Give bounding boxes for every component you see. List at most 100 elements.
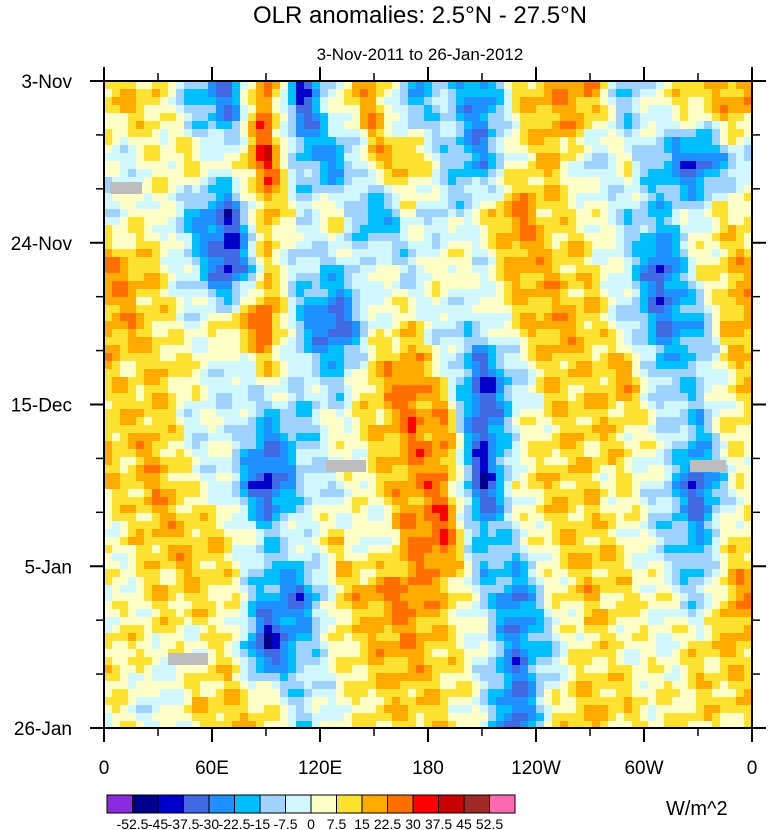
- heatmap-cell: [664, 465, 673, 474]
- heatmap-cell: [160, 257, 169, 266]
- heatmap-cell: [648, 457, 657, 466]
- heatmap-cell: [656, 369, 665, 378]
- heatmap-cell: [168, 545, 177, 554]
- heatmap-cell: [288, 433, 297, 442]
- heatmap-cell: [264, 241, 273, 250]
- heatmap-cell: [600, 353, 609, 362]
- heatmap-cell: [376, 481, 385, 490]
- heatmap-cell: [232, 409, 241, 418]
- heatmap-cell: [248, 457, 257, 466]
- heatmap-cell: [136, 153, 145, 162]
- heatmap-cell: [424, 489, 433, 498]
- heatmap-cell: [408, 217, 417, 226]
- heatmap-cell: [632, 513, 641, 522]
- heatmap-cell: [424, 249, 433, 258]
- heatmap-cell: [344, 321, 353, 330]
- heatmap-cell: [216, 305, 225, 314]
- heatmap-cell: [176, 545, 185, 554]
- heatmap-cell: [368, 345, 377, 354]
- heatmap-cell: [680, 289, 689, 298]
- heatmap-cell: [440, 137, 449, 146]
- heatmap-cell: [192, 249, 201, 258]
- heatmap-cell: [368, 89, 377, 98]
- heatmap-cell: [152, 257, 161, 266]
- heatmap-cell: [552, 473, 561, 482]
- heatmap-cell: [560, 169, 569, 178]
- heatmap-cell: [728, 457, 737, 466]
- heatmap-cell: [528, 513, 537, 522]
- heatmap-cell: [688, 401, 697, 410]
- heatmap-cell: [488, 185, 497, 194]
- heatmap-cell: [456, 297, 465, 306]
- heatmap-cell: [632, 185, 641, 194]
- heatmap-cell: [544, 169, 553, 178]
- heatmap-cell: [560, 281, 569, 290]
- heatmap-cell: [456, 257, 465, 266]
- heatmap-cell: [304, 465, 313, 474]
- heatmap-cell: [168, 153, 177, 162]
- heatmap-cell: [552, 393, 561, 402]
- heatmap-cell: [560, 201, 569, 210]
- heatmap-cell: [488, 505, 497, 514]
- heatmap-cell: [600, 177, 609, 186]
- heatmap-cell: [440, 537, 449, 546]
- heatmap-cell: [224, 265, 233, 274]
- heatmap-cell: [200, 385, 209, 394]
- heatmap-cell: [392, 449, 401, 458]
- heatmap-cell: [152, 105, 161, 114]
- heatmap-cell: [336, 113, 345, 122]
- heatmap-cell: [176, 521, 185, 530]
- heatmap-cell: [104, 521, 113, 530]
- heatmap-cell: [136, 89, 145, 98]
- heatmap-cell: [728, 385, 737, 394]
- heatmap-cell: [728, 217, 737, 226]
- heatmap-cell: [496, 241, 505, 250]
- heatmap-cell: [368, 233, 377, 242]
- heatmap-cell: [144, 193, 153, 202]
- heatmap-cell: [576, 561, 585, 570]
- heatmap-cell: [664, 369, 673, 378]
- heatmap-cell: [744, 481, 753, 490]
- heatmap-cell: [560, 441, 569, 450]
- heatmap-cell: [520, 425, 529, 434]
- heatmap-cell: [352, 177, 361, 186]
- heatmap-cell: [264, 89, 273, 98]
- heatmap-cell: [720, 521, 729, 530]
- heatmap-cell: [328, 145, 337, 154]
- heatmap-cell: [360, 425, 369, 434]
- heatmap-cell: [520, 137, 529, 146]
- heatmap-cell: [264, 473, 273, 482]
- heatmap-cell: [240, 273, 249, 282]
- heatmap-cell: [560, 417, 569, 426]
- heatmap-cell: [592, 297, 601, 306]
- heatmap-cell: [440, 145, 449, 154]
- heatmap-cell: [672, 505, 681, 514]
- heatmap-cell: [600, 305, 609, 314]
- heatmap-cell: [256, 161, 265, 170]
- heatmap-cell: [456, 417, 465, 426]
- heatmap-cell: [680, 313, 689, 322]
- heatmap-cell: [352, 369, 361, 378]
- heatmap-cell: [512, 337, 521, 346]
- heatmap-cell: [648, 121, 657, 130]
- heatmap-cell: [376, 345, 385, 354]
- heatmap-cell: [496, 385, 505, 394]
- heatmap-cell: [480, 481, 489, 490]
- heatmap-cell: [160, 169, 169, 178]
- heatmap-cell: [296, 121, 305, 130]
- heatmap-cell: [224, 505, 233, 514]
- heatmap-cell: [664, 209, 673, 218]
- heatmap-cell: [184, 505, 193, 514]
- heatmap-cell: [664, 385, 673, 394]
- heatmap-cell: [632, 393, 641, 402]
- heatmap-cell: [272, 137, 281, 146]
- heatmap-cell: [288, 425, 297, 434]
- heatmap-cell: [152, 417, 161, 426]
- heatmap-cell: [480, 369, 489, 378]
- heatmap-cell: [424, 97, 433, 106]
- heatmap-cell: [408, 417, 417, 426]
- heatmap-cell: [152, 241, 161, 250]
- heatmap-cell: [368, 353, 377, 362]
- heatmap-cell: [208, 281, 217, 290]
- heatmap-cell: [672, 353, 681, 362]
